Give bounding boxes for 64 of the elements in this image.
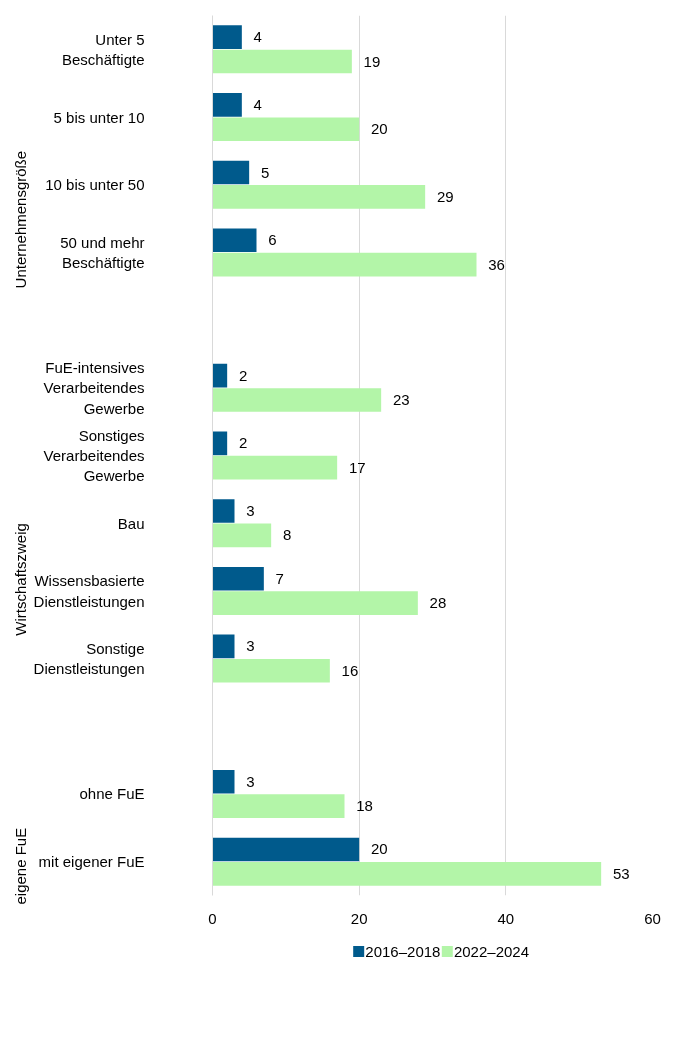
data-label: 8 [282, 526, 292, 544]
y-tick-label: Wissensbasierte Dienstleistungen [33, 572, 145, 610]
data-label: 2 [238, 366, 248, 384]
bar [212, 566, 264, 591]
bar [212, 837, 360, 862]
data-label: 7 [275, 569, 284, 587]
x-tick-label: 0 [208, 909, 217, 927]
y-tick-label: mit eigener FuE [38, 853, 145, 871]
y-tick-label: Sonstige Dienstleistungen [33, 639, 145, 678]
y-tick-label: ohne FuE [79, 785, 145, 803]
data-label: 20 [370, 120, 388, 138]
bar [212, 185, 426, 209]
data-label: 5 [260, 163, 270, 181]
bar [212, 499, 235, 523]
bar [212, 363, 228, 388]
y-tick-label: 5 bis unter 10 [53, 108, 145, 126]
data-label: 19 [363, 52, 381, 70]
data-label: 3 [246, 637, 255, 655]
data-label: 2 [238, 434, 248, 452]
data-label: 36 [488, 255, 505, 273]
bar [212, 794, 345, 818]
y-tick-label: FuE-intensives Verarbeitendes Gewerbe [43, 358, 145, 417]
data-label: 4 [253, 95, 262, 113]
bar [212, 658, 330, 683]
x-tick-label: 60 [644, 909, 661, 927]
bar [212, 49, 352, 74]
data-label: 17 [348, 458, 366, 476]
y-tick-label: 50 und mehr Beschäftigte [60, 233, 145, 272]
y-tick-label: Sonstiges Verarbeitendes Gewerbe [43, 426, 145, 485]
bar [212, 388, 382, 412]
data-label: 6 [268, 231, 277, 249]
data-label: 18 [356, 797, 373, 815]
bar [212, 160, 250, 185]
bar [212, 769, 235, 794]
data-label: 3 [246, 502, 255, 520]
data-label: 20 [370, 840, 388, 858]
data-label: 16 [341, 661, 359, 679]
x-tick-label: 40 [497, 909, 515, 927]
bar [212, 591, 418, 615]
data-label: 3 [246, 772, 255, 790]
bar [212, 25, 242, 49]
bar [212, 228, 257, 253]
bar [212, 862, 602, 886]
legend-label: 2022–2024 [453, 943, 530, 960]
bar [212, 455, 338, 480]
data-label: 53 [612, 864, 630, 882]
bar [212, 431, 228, 456]
legend-label: 2016–2018 [365, 943, 441, 960]
text: eigene FuE [12, 827, 29, 905]
y-tick-label: Bau [117, 514, 145, 532]
text: Wirtschaftszweig [12, 523, 29, 636]
data-label: 4 [253, 28, 262, 46]
data-label: 29 [436, 187, 454, 205]
x-tick-label: 20 [350, 909, 368, 927]
y-tick-label: 10 bis unter 50 [45, 176, 145, 194]
y-tick-label: Unter 5 Beschäftigte [61, 30, 145, 69]
bar [212, 634, 235, 659]
bar [212, 523, 272, 548]
bar [212, 252, 477, 277]
bar [212, 117, 360, 142]
data-label: 28 [429, 594, 447, 612]
bar [212, 93, 242, 117]
data-label: 23 [392, 390, 410, 408]
text: Unternehmensgröße [12, 150, 29, 289]
